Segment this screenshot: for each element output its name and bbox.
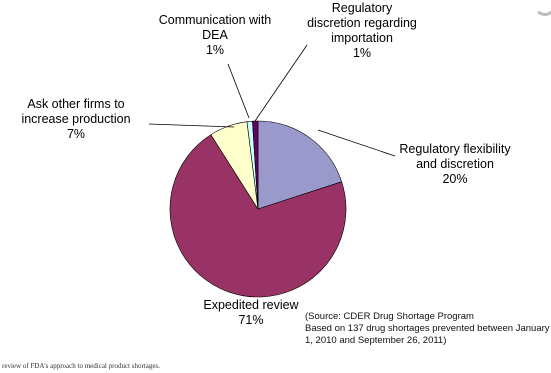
leader-line-ask-other-firms-to-increase-production	[148, 123, 235, 128]
slice-label-line: importation	[331, 31, 393, 45]
slice-label-line: Regulatory	[332, 1, 393, 15]
source-note-line-1: (Source: CDER Drug Shortage Program	[305, 311, 474, 322]
slice-label-ask-other-firms-to-increase-production: Ask other firms to increase production 7%	[21, 97, 130, 141]
slice-label-expedited-review: Expedited review 71%	[203, 298, 299, 327]
slice-percent: 1%	[206, 43, 224, 57]
slice-label-line: and discretion	[416, 157, 494, 171]
slice-percent: 7%	[67, 127, 85, 141]
slice-label-line: DEA	[202, 28, 228, 42]
pie-slice-expedited-review	[169, 134, 347, 298]
source-note-line-3: 1, 2010 and September 26, 2011)	[305, 335, 447, 346]
leader-line-regulatory-flexibility-and-discretion	[317, 129, 396, 157]
footer-text: review of FDA's approach to medical prod…	[2, 362, 160, 370]
slice-percent: 1%	[353, 46, 371, 60]
source-note-line-2: Based on 137 drug shortages prevented be…	[305, 323, 550, 334]
leader-line-regulatory-discretion-regarding-importation	[254, 44, 308, 122]
slice-label-line: Communication with	[159, 13, 272, 27]
slice-label-line: discretion regarding	[307, 16, 417, 30]
slice-label-line: Regulatory flexibility	[399, 142, 511, 156]
leader-lines	[148, 44, 396, 157]
slice-percent: 20%	[442, 172, 467, 186]
slice-percent: 71%	[238, 313, 263, 327]
slice-label-line: Expedited review	[203, 298, 299, 312]
leader-line-communication-with-dea	[227, 63, 250, 119]
slice-label-line: increase production	[21, 112, 130, 126]
pie-slices	[169, 120, 347, 298]
pie-slice-regulatory-flexibility-and-discretion	[257, 120, 343, 210]
slice-label-line: Ask other firms to	[27, 97, 124, 111]
slice-label-regulatory-flexibility-and-discretion: Regulatory flexibility and discretion 20%	[399, 142, 511, 186]
slice-label-communication-with-dea: Communication with DEA 1%	[159, 13, 272, 57]
slice-labels: Regulatory flexibility and discretion 20% E…	[21, 1, 511, 327]
source-note: (Source: CDER Drug Shortage Program Base…	[305, 311, 550, 347]
slice-label-regulatory-discretion-regarding-importation: Regulatory discretion regarding importatio…	[307, 1, 417, 60]
corner-decoration	[534, 0, 551, 16]
